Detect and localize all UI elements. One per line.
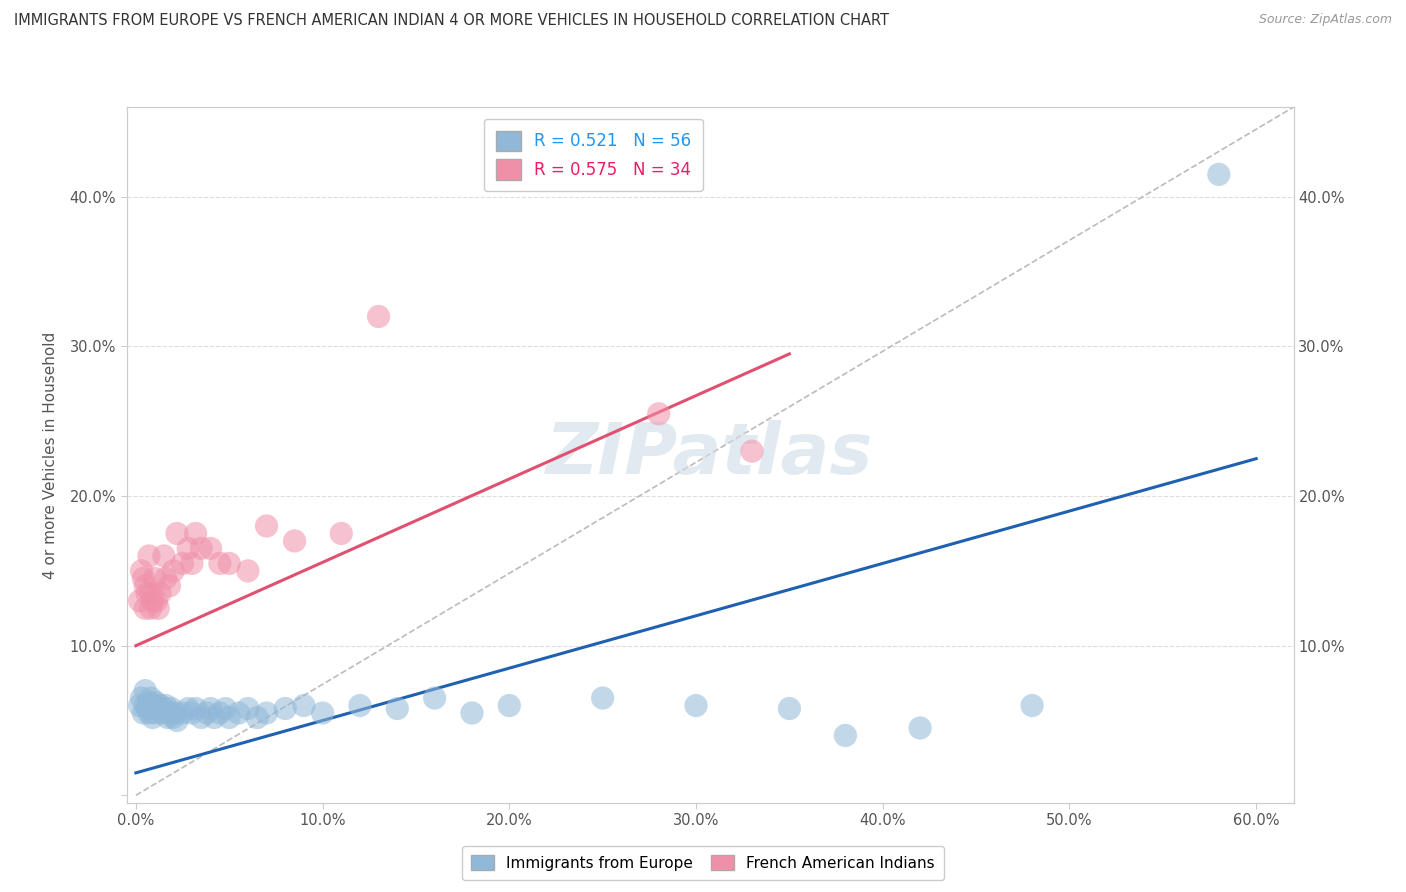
Point — [145, 594, 167, 608]
Point — [685, 698, 707, 713]
Point — [908, 721, 931, 735]
Point — [202, 710, 225, 724]
Point — [155, 698, 177, 713]
Point — [172, 706, 194, 720]
Point — [138, 696, 160, 710]
Point — [292, 698, 315, 713]
Point — [190, 541, 212, 556]
Point — [138, 549, 160, 563]
Point — [132, 706, 155, 720]
Point — [150, 706, 173, 720]
Point — [134, 683, 156, 698]
Point — [172, 557, 194, 571]
Point — [236, 564, 259, 578]
Point — [139, 586, 162, 600]
Point — [200, 541, 222, 556]
Point — [228, 706, 250, 720]
Point — [149, 586, 172, 600]
Point — [834, 729, 856, 743]
Point — [153, 701, 176, 715]
Point — [159, 706, 181, 720]
Point — [190, 710, 212, 724]
Point — [155, 571, 177, 585]
Point — [208, 706, 231, 720]
Point — [180, 557, 202, 571]
Point — [159, 579, 181, 593]
Point — [139, 698, 162, 713]
Point — [131, 691, 153, 706]
Point — [208, 557, 231, 571]
Point — [218, 710, 240, 724]
Point — [128, 698, 150, 713]
Point — [184, 701, 207, 715]
Point — [142, 701, 165, 715]
Point — [367, 310, 389, 324]
Point — [330, 526, 353, 541]
Point — [177, 701, 200, 715]
Point — [132, 571, 155, 585]
Point — [143, 698, 166, 713]
Point — [1021, 698, 1043, 713]
Text: ZIPatlas: ZIPatlas — [547, 420, 873, 490]
Point — [180, 706, 202, 720]
Point — [461, 706, 484, 720]
Point — [139, 601, 162, 615]
Point — [148, 701, 170, 715]
Point — [143, 571, 166, 585]
Point — [145, 696, 167, 710]
Point — [148, 601, 170, 615]
Point — [423, 691, 446, 706]
Point — [195, 706, 218, 720]
Point — [136, 586, 159, 600]
Point — [311, 706, 333, 720]
Point — [592, 691, 614, 706]
Point — [162, 710, 184, 724]
Point — [177, 541, 200, 556]
Point — [1208, 167, 1230, 181]
Point — [139, 691, 162, 706]
Point — [142, 710, 165, 724]
Point — [136, 701, 159, 715]
Point — [134, 579, 156, 593]
Point — [166, 714, 188, 728]
Point — [741, 444, 763, 458]
Point — [162, 564, 184, 578]
Point — [647, 407, 669, 421]
Point — [165, 706, 187, 720]
Point — [184, 526, 207, 541]
Point — [246, 710, 269, 724]
Legend: R = 0.521   N = 56, R = 0.575   N = 34: R = 0.521 N = 56, R = 0.575 N = 34 — [484, 119, 703, 191]
Point — [200, 701, 222, 715]
Point — [160, 701, 183, 715]
Point — [149, 698, 172, 713]
Point — [142, 594, 165, 608]
Point — [134, 601, 156, 615]
Point — [236, 701, 259, 715]
Point — [778, 701, 800, 715]
Point — [134, 698, 156, 713]
Point — [274, 701, 297, 715]
Point — [131, 564, 153, 578]
Point — [498, 698, 520, 713]
Point — [387, 701, 409, 715]
Text: Source: ZipAtlas.com: Source: ZipAtlas.com — [1258, 13, 1392, 27]
Text: IMMIGRANTS FROM EUROPE VS FRENCH AMERICAN INDIAN 4 OR MORE VEHICLES IN HOUSEHOLD: IMMIGRANTS FROM EUROPE VS FRENCH AMERICA… — [14, 13, 889, 29]
Point — [349, 698, 371, 713]
Point — [153, 549, 176, 563]
Point — [166, 526, 188, 541]
Point — [138, 706, 160, 720]
Point — [214, 701, 236, 715]
Point — [284, 533, 307, 548]
Point — [256, 519, 278, 533]
Point — [128, 594, 150, 608]
Legend: Immigrants from Europe, French American Indians: Immigrants from Europe, French American … — [461, 846, 945, 880]
Point — [256, 706, 278, 720]
Point — [143, 706, 166, 720]
Y-axis label: 4 or more Vehicles in Household: 4 or more Vehicles in Household — [44, 331, 59, 579]
Point — [156, 710, 179, 724]
Point — [218, 557, 240, 571]
